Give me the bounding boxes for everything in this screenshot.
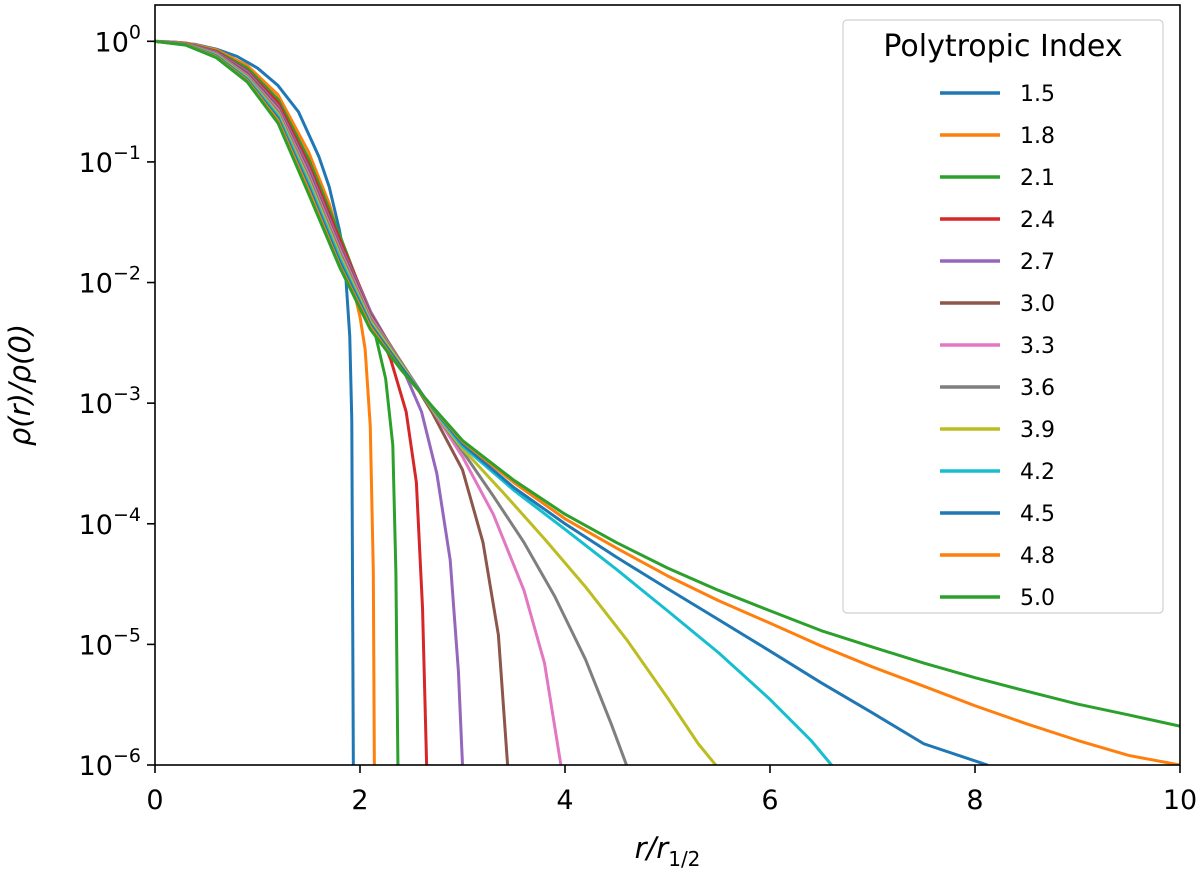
legend-label: 3.3 xyxy=(1020,334,1055,359)
legend-label: 3.9 xyxy=(1020,418,1055,443)
x-tick-label: 6 xyxy=(761,785,778,816)
y-tick-label: 10−3 xyxy=(79,383,141,420)
x-tick-label: 2 xyxy=(351,785,368,816)
legend-label: 4.8 xyxy=(1020,544,1055,569)
x-axis-label-subscript: 1/2 xyxy=(668,847,700,868)
ticks-layer: 0 2 4 6 8 10 100 10−1 10−2 10−3 10−4 10−5 10−6 xyxy=(79,21,1198,816)
x-tick-label: 10 xyxy=(1163,785,1197,816)
legend-label: 5.0 xyxy=(1020,586,1055,611)
legend-label: 3.0 xyxy=(1020,292,1055,317)
y-tick-label: 10−6 xyxy=(79,745,141,782)
legend-box xyxy=(842,19,1164,614)
x-tick-label: 0 xyxy=(146,785,163,816)
y-tick-label: 10−1 xyxy=(79,142,141,179)
legend-label: 1.5 xyxy=(1020,82,1055,107)
x-tick-label: 8 xyxy=(966,785,983,816)
series-layer xyxy=(155,39,1180,765)
legend-label: 1.8 xyxy=(1020,124,1055,149)
legend-label: 4.5 xyxy=(1020,502,1055,527)
y-tick-label: 10−2 xyxy=(79,263,141,300)
legend-items: 1.5 1.8 2.1 2.4 2.7 3.0 3.3 3.6 3.9 4.2 4.5 4.8 5.0 xyxy=(940,82,1055,611)
legend-label: 2.1 xyxy=(1020,166,1055,191)
legend-label: 2.4 xyxy=(1020,208,1055,233)
y-axis-label: ρ(r)/ρ(0) xyxy=(3,324,37,446)
legend-label: 3.6 xyxy=(1020,376,1055,401)
plot-frame xyxy=(154,4,1181,766)
x-tick-label: 4 xyxy=(556,785,573,816)
legend: Polytropic Index 1.5 1.8 2.1 2.4 2.7 3.0 3.3 3.… xyxy=(842,19,1164,614)
y-tick-label: 10−5 xyxy=(79,624,141,661)
x-axis-label-main: r/r xyxy=(635,831,671,865)
legend-label: 4.2 xyxy=(1020,460,1055,485)
y-tick-label: 10−4 xyxy=(79,504,141,541)
legend-label: 2.7 xyxy=(1020,250,1055,275)
legend-title: Polytropic Index xyxy=(883,29,1122,64)
y-tick-label: 100 xyxy=(95,21,141,58)
x-axis-label: r/r1/2 xyxy=(635,831,701,868)
series-line-5-0 xyxy=(155,39,1180,728)
